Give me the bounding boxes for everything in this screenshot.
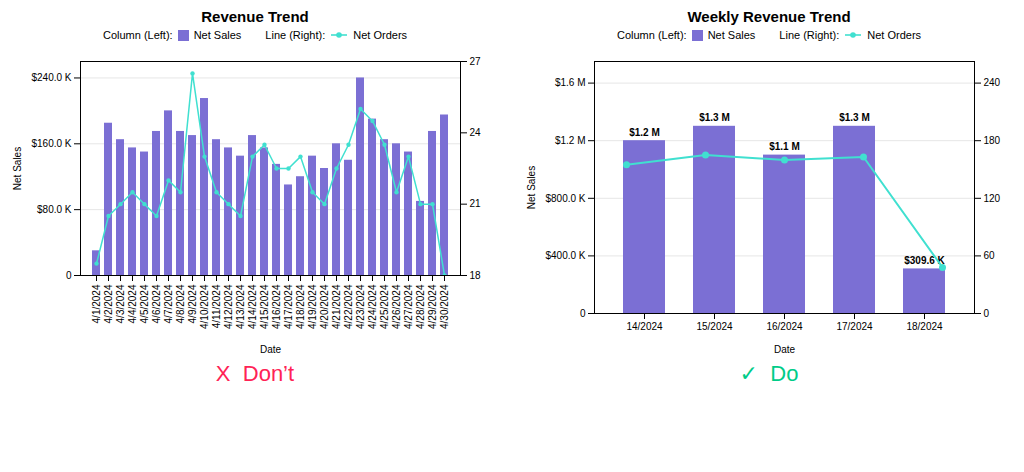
svg-text:0: 0 (580, 308, 586, 319)
svg-text:4/18/2024: 4/18/2024 (295, 284, 306, 329)
svg-text:4/1/2024: 4/1/2024 (91, 284, 102, 323)
svg-text:4/22/2024: 4/22/2024 (343, 284, 354, 329)
svg-text:4/19/2024: 4/19/2024 (307, 284, 318, 329)
html-text:X Don’t: X Don’t (215, 361, 295, 386)
html-text:Revenue Trend: Revenue Trend (201, 8, 309, 25)
svg-text:4/28/2024: 4/28/2024 (415, 284, 426, 329)
svg-text:$1.6 M: $1.6 M (555, 77, 586, 88)
svg-text:4/12/2024: 4/12/2024 (223, 284, 234, 329)
svg-text:17/2024: 17/2024 (836, 321, 873, 332)
svg-text:$160.0 K: $160.0 K (31, 138, 71, 149)
html-text:✓ Do: ✓ Do (739, 361, 799, 386)
html-text:Net Sales: Net Sales (193, 29, 242, 41)
svg-text:18: 18 (470, 270, 482, 281)
svg-text:24: 24 (470, 127, 482, 138)
svg-text:4/5/2024: 4/5/2024 (139, 284, 150, 323)
svg-text:240: 240 (984, 77, 1001, 88)
svg-text:18/2024: 18/2024 (906, 321, 943, 332)
svg-text:0: 0 (66, 270, 72, 281)
svg-text:4/16/2024: 4/16/2024 (271, 284, 282, 329)
svg-text:180: 180 (984, 135, 1001, 146)
svg-text:4/8/2024: 4/8/2024 (175, 284, 186, 323)
svg-text:4/15/2024: 4/15/2024 (259, 284, 270, 329)
svg-text:4/3/2024: 4/3/2024 (115, 284, 126, 323)
svg-text:$1.2 M: $1.2 M (555, 135, 586, 146)
html-text:Column (Left):: Column (Left): (616, 29, 687, 41)
svg-text:4/27/2024: 4/27/2024 (403, 284, 414, 329)
svg-text:4/17/2024: 4/17/2024 (283, 284, 294, 329)
svg-text:Net Sales: Net Sales (12, 147, 23, 190)
html-text:Column (Left):: Column (Left): (102, 29, 173, 41)
html-text:Net Orders: Net Orders (867, 29, 922, 41)
svg-text:$1.1 M: $1.1 M (769, 141, 800, 152)
svg-text:$1.3 M: $1.3 M (699, 112, 730, 123)
svg-text:$800.0 K: $800.0 K (545, 193, 585, 204)
svg-text:60: 60 (984, 250, 996, 261)
svg-text:4/10/2024: 4/10/2024 (199, 284, 210, 329)
svg-text:Date: Date (774, 344, 796, 355)
svg-text:4/14/2024: 4/14/2024 (247, 284, 258, 329)
svg-text:$80.0 K: $80.0 K (37, 204, 72, 215)
svg-text:4/24/2024: 4/24/2024 (367, 284, 378, 329)
svg-text:16/2024: 16/2024 (766, 321, 803, 332)
svg-text:27: 27 (470, 56, 482, 67)
svg-text:4/23/2024: 4/23/2024 (355, 284, 366, 329)
html-text:Line (Right):: Line (Right): (779, 29, 840, 41)
svg-text:21: 21 (470, 198, 482, 209)
html-text:Line (Right):: Line (Right): (265, 29, 326, 41)
svg-text:4/11/2024: 4/11/2024 (211, 284, 222, 328)
svg-text:0: 0 (984, 308, 990, 319)
svg-text:$240.0 K: $240.0 K (31, 72, 71, 83)
svg-text:4/26/2024: 4/26/2024 (391, 284, 402, 329)
svg-text:$309.6 K: $309.6 K (904, 254, 945, 266)
svg-text:$1.3 M: $1.3 M (839, 112, 870, 123)
svg-text:$1.2 M: $1.2 M (629, 127, 660, 138)
html-text:Net Sales: Net Sales (707, 29, 756, 41)
svg-text:4/29/2024: 4/29/2024 (427, 284, 438, 329)
svg-text:4/30/2024: 4/30/2024 (439, 284, 450, 329)
svg-text:120: 120 (984, 193, 1001, 204)
svg-text:15/2024: 15/2024 (696, 321, 733, 332)
svg-text:4/21/2024: 4/21/2024 (331, 284, 342, 329)
svg-text:4/20/2024: 4/20/2024 (319, 284, 330, 329)
svg-text:4/25/2024: 4/25/2024 (379, 284, 390, 329)
svg-text:4/4/2024: 4/4/2024 (127, 284, 138, 323)
svg-text:4/7/2024: 4/7/2024 (163, 284, 174, 323)
svg-text:4/2/2024: 4/2/2024 (103, 284, 114, 323)
svg-text:4/13/2024: 4/13/2024 (235, 284, 246, 329)
svg-text:4/6/2024: 4/6/2024 (151, 284, 162, 323)
svg-text:Net Sales: Net Sales (526, 166, 537, 209)
svg-text:4/9/2024: 4/9/2024 (187, 284, 198, 323)
svg-text:$400.0 K: $400.0 K (545, 250, 585, 261)
svg-text:14/2024: 14/2024 (626, 321, 663, 332)
svg-text:Date: Date (260, 344, 282, 355)
html-text:Net Orders: Net Orders (353, 29, 408, 41)
html-text:Weekly Revenue Trend: Weekly Revenue Trend (687, 8, 851, 25)
